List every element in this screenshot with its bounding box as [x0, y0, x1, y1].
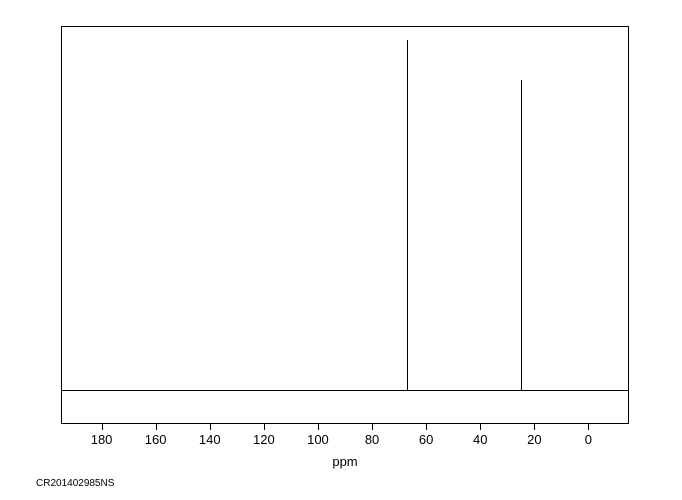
x-tick-label: 100 [307, 432, 329, 447]
x-tick [372, 424, 373, 430]
x-tick-label: 140 [199, 432, 221, 447]
x-tick [426, 424, 427, 430]
x-tick [480, 424, 481, 430]
x-tick [156, 424, 157, 430]
x-tick-label: 60 [419, 432, 433, 447]
x-tick-label: 180 [91, 432, 113, 447]
x-tick-label: 0 [585, 432, 592, 447]
plot-area [61, 26, 629, 424]
x-tick-label: 160 [145, 432, 167, 447]
x-tick [318, 424, 319, 430]
footer-id: CR201402985NS [36, 478, 114, 489]
x-tick [102, 424, 103, 430]
x-tick-label: 80 [365, 432, 379, 447]
spectrum-baseline [62, 390, 628, 391]
x-tick [264, 424, 265, 430]
x-tick-label: 120 [253, 432, 275, 447]
spectrum-peak [521, 80, 522, 390]
x-tick [210, 424, 211, 430]
x-tick [588, 424, 589, 430]
spectrum-peak [407, 40, 408, 390]
x-tick-label: 40 [473, 432, 487, 447]
x-tick [534, 424, 535, 430]
x-tick-label: 20 [527, 432, 541, 447]
x-axis-label: ppm [332, 454, 357, 469]
